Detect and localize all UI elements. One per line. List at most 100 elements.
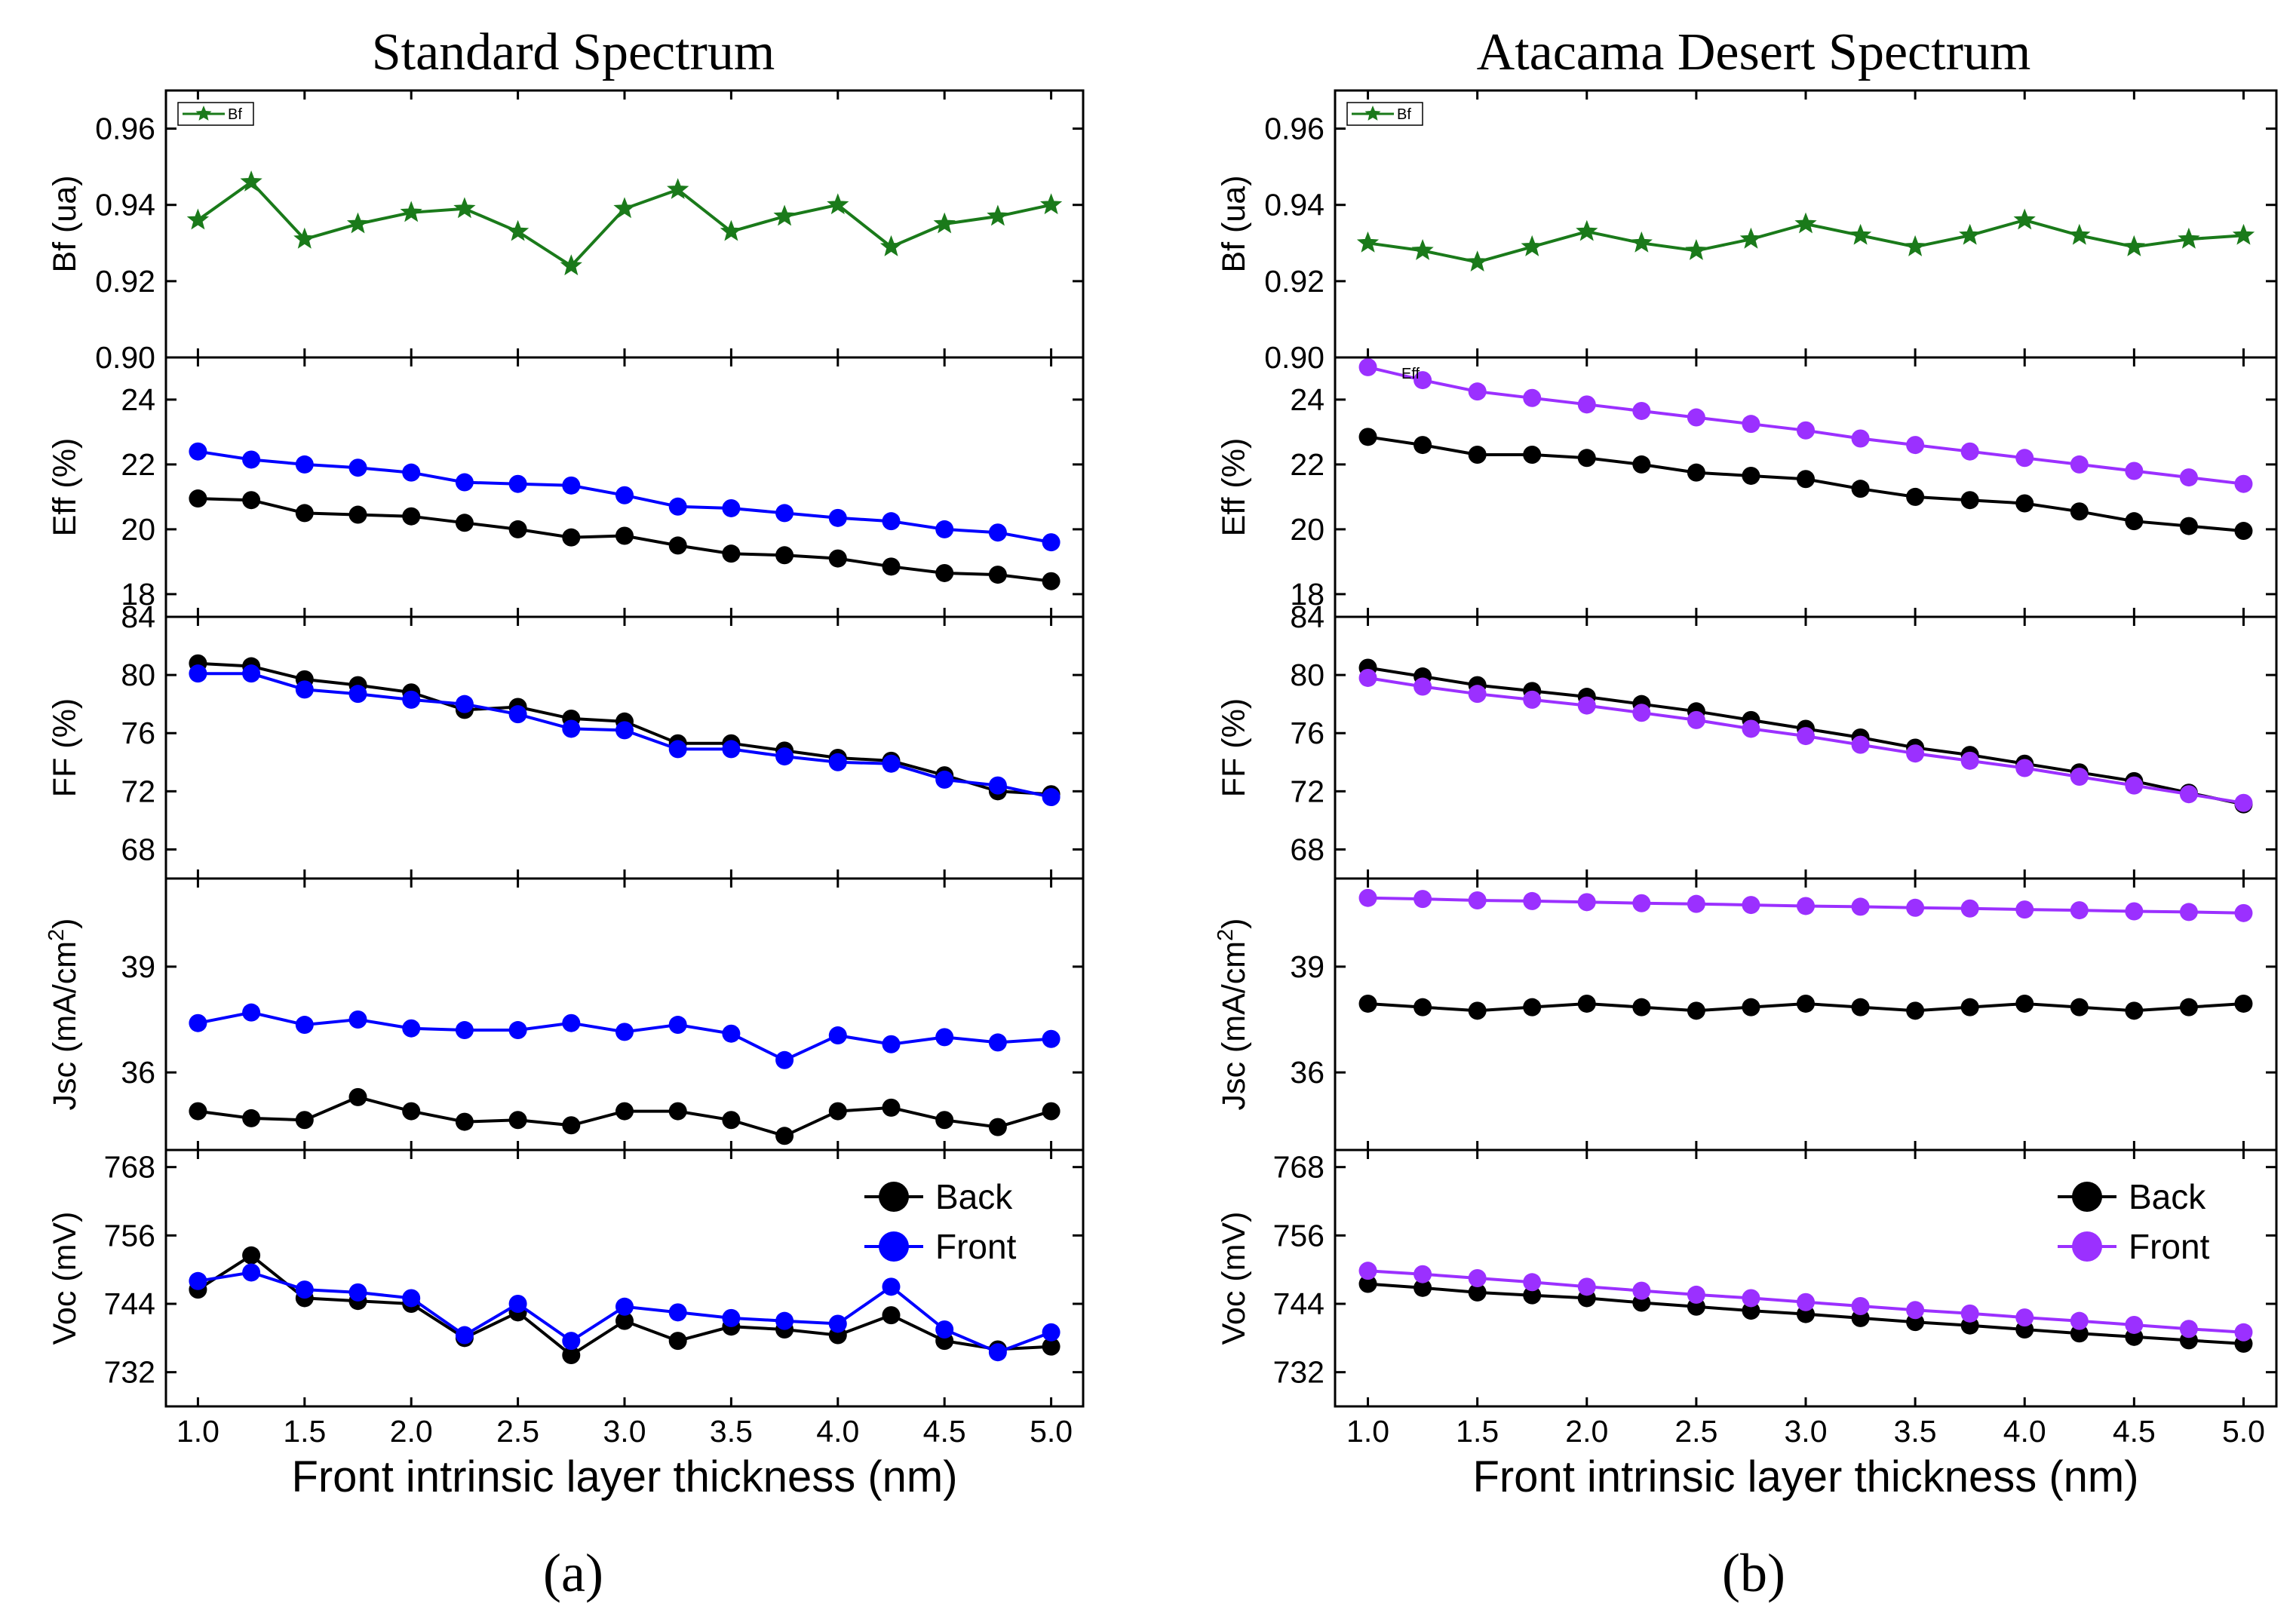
- data-point: [242, 1263, 261, 1282]
- data-point: [1960, 1304, 1979, 1323]
- x-tick-label: 4.5: [923, 1414, 966, 1449]
- data-point: [455, 1021, 474, 1040]
- data-point: [1797, 1293, 1815, 1311]
- data-point: [348, 1087, 367, 1106]
- data-point: [295, 504, 314, 523]
- subplot-jsc: 36 39 Jsc (mA/cm2): [1214, 877, 2278, 1151]
- data-point: [1523, 998, 1542, 1017]
- series-line: [197, 179, 1052, 268]
- data-point: [2178, 227, 2200, 249]
- data-point: [1960, 442, 1979, 461]
- data-point: [775, 1127, 794, 1145]
- data-point: [1358, 888, 1377, 907]
- data-point: [1851, 1297, 1870, 1316]
- data-point: [1851, 429, 1870, 448]
- legend-marker: [879, 1231, 909, 1262]
- y-tick-label: 24: [121, 382, 155, 417]
- y-tick-label: 0.96: [95, 112, 155, 146]
- x-tick-label: 5.0: [2222, 1414, 2265, 1449]
- data-point: [1042, 533, 1061, 552]
- data-point: [1632, 401, 1651, 420]
- data-point: [1687, 463, 1705, 482]
- data-point: [1849, 223, 1872, 245]
- data-point: [1797, 421, 1815, 440]
- data-point: [562, 1346, 581, 1364]
- series-front: [1358, 668, 2253, 812]
- data-point: [775, 546, 794, 565]
- x-tick-label: 3.5: [710, 1414, 753, 1449]
- data-point: [775, 747, 794, 766]
- mini-legend: Bf: [177, 102, 254, 126]
- data-point: [295, 1111, 314, 1130]
- data-point: [1414, 371, 1432, 390]
- y-axis-label-text: FF (%): [1216, 698, 1252, 797]
- data-point: [1523, 446, 1542, 464]
- y-axis-label-text: Voc (mV): [47, 1212, 83, 1345]
- data-point: [1577, 994, 1596, 1013]
- data-point: [1632, 455, 1651, 474]
- y-tick-label: 22: [121, 447, 155, 482]
- data-point: [1468, 382, 1487, 401]
- data-point: [1042, 1337, 1061, 1356]
- y-axis-label-text: Jsc (mA/cm: [1216, 941, 1252, 1111]
- data-point: [1523, 1286, 1542, 1305]
- data-point: [1685, 239, 1708, 260]
- y-axis-label-text: Eff (%): [47, 438, 83, 537]
- series-back: [1358, 1274, 2253, 1353]
- data-point: [1042, 572, 1061, 590]
- data-point: [1742, 998, 1760, 1017]
- data-point: [2125, 512, 2144, 531]
- data-point: [189, 1102, 207, 1121]
- data-point: [242, 491, 261, 510]
- data-point: [988, 1343, 1007, 1362]
- data-point: [1468, 446, 1487, 464]
- series-front: [189, 442, 1061, 552]
- data-point: [1632, 894, 1651, 912]
- data-point: [508, 520, 527, 538]
- data-point: [2234, 793, 2253, 812]
- x-tick-label: 4.0: [2003, 1414, 2046, 1449]
- data-point: [348, 685, 367, 704]
- x-tick-label: 1.5: [283, 1414, 326, 1449]
- data-point: [613, 197, 636, 219]
- mini-legend-marker: [1364, 106, 1381, 121]
- panel-a-title: Standard Spectrum: [372, 23, 775, 81]
- data-point: [2125, 1315, 2144, 1334]
- data-point: [2068, 223, 2091, 245]
- data-point: [1577, 395, 1596, 414]
- y-ticks: 18 20 22 24: [1290, 357, 2276, 617]
- subplot-eff: 18 20 22 24 Eff (%): [47, 356, 1085, 618]
- data-point: [1739, 227, 1763, 249]
- data-point: [1851, 735, 1870, 754]
- data-point: [1358, 668, 1377, 687]
- subplot-bf: 0.90 0.92 0.94 0.96 Bf (ua) Bf: [47, 89, 1085, 375]
- y-tick-label: 68: [1290, 832, 1324, 866]
- data-point: [615, 486, 634, 504]
- data-point: [295, 680, 314, 699]
- data-point: [668, 1332, 687, 1351]
- data-point: [1797, 727, 1815, 746]
- data-point: [2234, 994, 2253, 1013]
- data-point: [668, 1303, 687, 1322]
- data-point: [562, 528, 581, 547]
- data-point: [455, 1112, 474, 1131]
- subplot-eff: 18 20 22 24 Eff (%) Eff: [1216, 356, 2278, 618]
- data-point: [562, 1116, 581, 1135]
- data-point: [882, 512, 901, 531]
- data-point: [1742, 896, 1760, 915]
- data-point: [2015, 759, 2034, 777]
- data-point: [295, 455, 314, 474]
- data-point: [189, 489, 207, 508]
- data-point: [455, 514, 474, 532]
- data-point: [562, 1332, 581, 1351]
- subplot-bf: 0.90 0.92 0.94 0.96 Bf (ua) Bf: [1216, 89, 2278, 375]
- series-bf: [186, 170, 1063, 276]
- panel-a-label: (a): [543, 1543, 603, 1603]
- data-point: [1414, 890, 1432, 909]
- data-point: [668, 1016, 687, 1035]
- y-tick-label: 80: [121, 658, 155, 692]
- y-tick-label: 732: [104, 1355, 155, 1390]
- y-axis-label: Bf (ua): [47, 175, 83, 272]
- data-point: [2234, 903, 2253, 922]
- series-front: [1358, 1262, 2253, 1342]
